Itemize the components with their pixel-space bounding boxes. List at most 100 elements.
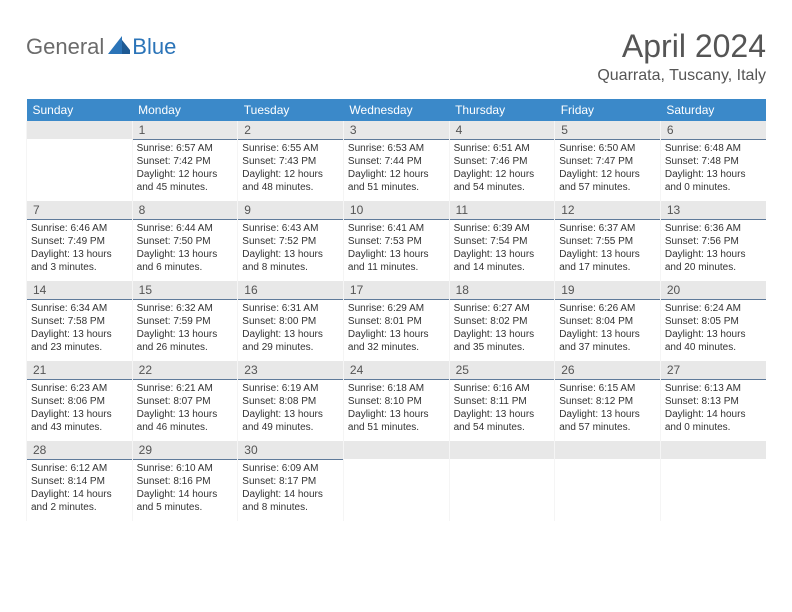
calendar-week-row: 21Sunrise: 6:23 AMSunset: 8:06 PMDayligh…: [27, 361, 767, 441]
info-line: Sunrise: 6:31 AM: [242, 302, 339, 315]
info-line: Daylight: 13 hours: [137, 328, 234, 341]
date-number: 2: [238, 121, 343, 140]
sun-info: Sunrise: 6:57 AMSunset: 7:42 PMDaylight:…: [133, 140, 238, 198]
info-line: Sunrise: 6:34 AM: [31, 302, 128, 315]
calendar-cell: 5Sunrise: 6:50 AMSunset: 7:47 PMDaylight…: [555, 121, 661, 201]
info-line: Daylight: 14 hours: [31, 488, 128, 501]
info-line: Sunset: 8:02 PM: [454, 315, 551, 328]
info-line: and 6 minutes.: [137, 261, 234, 274]
info-line: Sunset: 8:06 PM: [31, 395, 128, 408]
calendar-cell: 12Sunrise: 6:37 AMSunset: 7:55 PMDayligh…: [555, 201, 661, 281]
info-line: Sunset: 7:56 PM: [665, 235, 762, 248]
calendar-week-row: 1Sunrise: 6:57 AMSunset: 7:42 PMDaylight…: [27, 121, 767, 201]
info-line: Daylight: 12 hours: [454, 168, 551, 181]
sun-info: Sunrise: 6:19 AMSunset: 8:08 PMDaylight:…: [238, 380, 343, 438]
info-line: Daylight: 13 hours: [665, 248, 762, 261]
calendar-cell: 19Sunrise: 6:26 AMSunset: 8:04 PMDayligh…: [555, 281, 661, 361]
info-line: and 23 minutes.: [31, 341, 128, 354]
info-line: Sunset: 8:08 PM: [242, 395, 339, 408]
info-line: Sunset: 8:17 PM: [242, 475, 339, 488]
logo-text-general: General: [26, 34, 104, 60]
calendar-cell: 24Sunrise: 6:18 AMSunset: 8:10 PMDayligh…: [343, 361, 449, 441]
date-number: 4: [450, 121, 555, 140]
calendar-cell: 25Sunrise: 6:16 AMSunset: 8:11 PMDayligh…: [449, 361, 555, 441]
sun-info: Sunrise: 6:16 AMSunset: 8:11 PMDaylight:…: [450, 380, 555, 438]
info-line: Daylight: 13 hours: [559, 328, 656, 341]
info-line: and 0 minutes.: [665, 421, 762, 434]
info-line: and 57 minutes.: [559, 181, 656, 194]
date-number: 9: [238, 201, 343, 220]
logo-text-blue: Blue: [132, 34, 176, 60]
info-line: and 29 minutes.: [242, 341, 339, 354]
info-line: Sunset: 7:59 PM: [137, 315, 234, 328]
info-line: and 26 minutes.: [137, 341, 234, 354]
date-number: 8: [133, 201, 238, 220]
info-line: Sunset: 7:46 PM: [454, 155, 551, 168]
info-line: Daylight: 12 hours: [242, 168, 339, 181]
info-line: Sunrise: 6:32 AM: [137, 302, 234, 315]
calendar-cell: [343, 441, 449, 521]
info-line: and 3 minutes.: [31, 261, 128, 274]
info-line: Sunset: 7:52 PM: [242, 235, 339, 248]
sun-info: Sunrise: 6:27 AMSunset: 8:02 PMDaylight:…: [450, 300, 555, 358]
info-line: and 45 minutes.: [137, 181, 234, 194]
info-line: Sunset: 7:55 PM: [559, 235, 656, 248]
calendar-cell: 14Sunrise: 6:34 AMSunset: 7:58 PMDayligh…: [27, 281, 133, 361]
info-line: Sunrise: 6:46 AM: [31, 222, 128, 235]
info-line: Sunset: 8:16 PM: [137, 475, 234, 488]
info-line: and 0 minutes.: [665, 181, 762, 194]
date-number: 14: [27, 281, 132, 300]
page-title: April 2024: [597, 28, 766, 65]
sun-info: Sunrise: 6:43 AMSunset: 7:52 PMDaylight:…: [238, 220, 343, 278]
date-number: 16: [238, 281, 343, 300]
info-line: Sunrise: 6:24 AM: [665, 302, 762, 315]
info-line: Sunset: 8:05 PM: [665, 315, 762, 328]
info-line: Sunset: 7:58 PM: [31, 315, 128, 328]
date-number: 25: [450, 361, 555, 380]
date-number: 15: [133, 281, 238, 300]
logo-triangle-icon: [108, 36, 130, 59]
info-line: Sunset: 7:53 PM: [348, 235, 445, 248]
sun-info: Sunrise: 6:21 AMSunset: 8:07 PMDaylight:…: [133, 380, 238, 438]
info-line: Daylight: 12 hours: [559, 168, 656, 181]
info-line: Sunrise: 6:37 AM: [559, 222, 656, 235]
info-line: Sunset: 7:43 PM: [242, 155, 339, 168]
weekday-header-row: SundayMondayTuesdayWednesdayThursdayFrid…: [27, 99, 767, 121]
sun-info: Sunrise: 6:34 AMSunset: 7:58 PMDaylight:…: [27, 300, 132, 358]
info-line: and 11 minutes.: [348, 261, 445, 274]
sun-info: Sunrise: 6:12 AMSunset: 8:14 PMDaylight:…: [27, 460, 132, 518]
empty-date: [661, 441, 766, 459]
sun-info: Sunrise: 6:23 AMSunset: 8:06 PMDaylight:…: [27, 380, 132, 438]
info-line: and 49 minutes.: [242, 421, 339, 434]
info-line: and 46 minutes.: [137, 421, 234, 434]
date-number: 21: [27, 361, 132, 380]
info-line: Sunset: 7:42 PM: [137, 155, 234, 168]
empty-date: [450, 441, 555, 459]
sun-info: Sunrise: 6:24 AMSunset: 8:05 PMDaylight:…: [661, 300, 766, 358]
calendar-cell: 9Sunrise: 6:43 AMSunset: 7:52 PMDaylight…: [238, 201, 344, 281]
calendar-cell: 3Sunrise: 6:53 AMSunset: 7:44 PMDaylight…: [343, 121, 449, 201]
info-line: Daylight: 13 hours: [31, 248, 128, 261]
sun-info: Sunrise: 6:15 AMSunset: 8:12 PMDaylight:…: [555, 380, 660, 438]
info-line: Daylight: 13 hours: [559, 248, 656, 261]
calendar-cell: 17Sunrise: 6:29 AMSunset: 8:01 PMDayligh…: [343, 281, 449, 361]
info-line: Sunrise: 6:13 AM: [665, 382, 762, 395]
empty-date: [555, 441, 660, 459]
page-subtitle: Quarrata, Tuscany, Italy: [597, 67, 766, 85]
date-number: 22: [133, 361, 238, 380]
sun-info: Sunrise: 6:32 AMSunset: 7:59 PMDaylight:…: [133, 300, 238, 358]
info-line: Sunrise: 6:39 AM: [454, 222, 551, 235]
info-line: Sunset: 8:12 PM: [559, 395, 656, 408]
info-line: Daylight: 13 hours: [31, 328, 128, 341]
calendar-cell: 21Sunrise: 6:23 AMSunset: 8:06 PMDayligh…: [27, 361, 133, 441]
info-line: and 43 minutes.: [31, 421, 128, 434]
info-line: Sunset: 8:10 PM: [348, 395, 445, 408]
info-line: Daylight: 13 hours: [137, 248, 234, 261]
info-line: Daylight: 13 hours: [665, 168, 762, 181]
info-line: Sunrise: 6:55 AM: [242, 142, 339, 155]
info-line: Daylight: 13 hours: [137, 408, 234, 421]
info-line: Sunrise: 6:57 AM: [137, 142, 234, 155]
info-line: Sunset: 7:48 PM: [665, 155, 762, 168]
date-number: 19: [555, 281, 660, 300]
sun-info: Sunrise: 6:09 AMSunset: 8:17 PMDaylight:…: [238, 460, 343, 518]
